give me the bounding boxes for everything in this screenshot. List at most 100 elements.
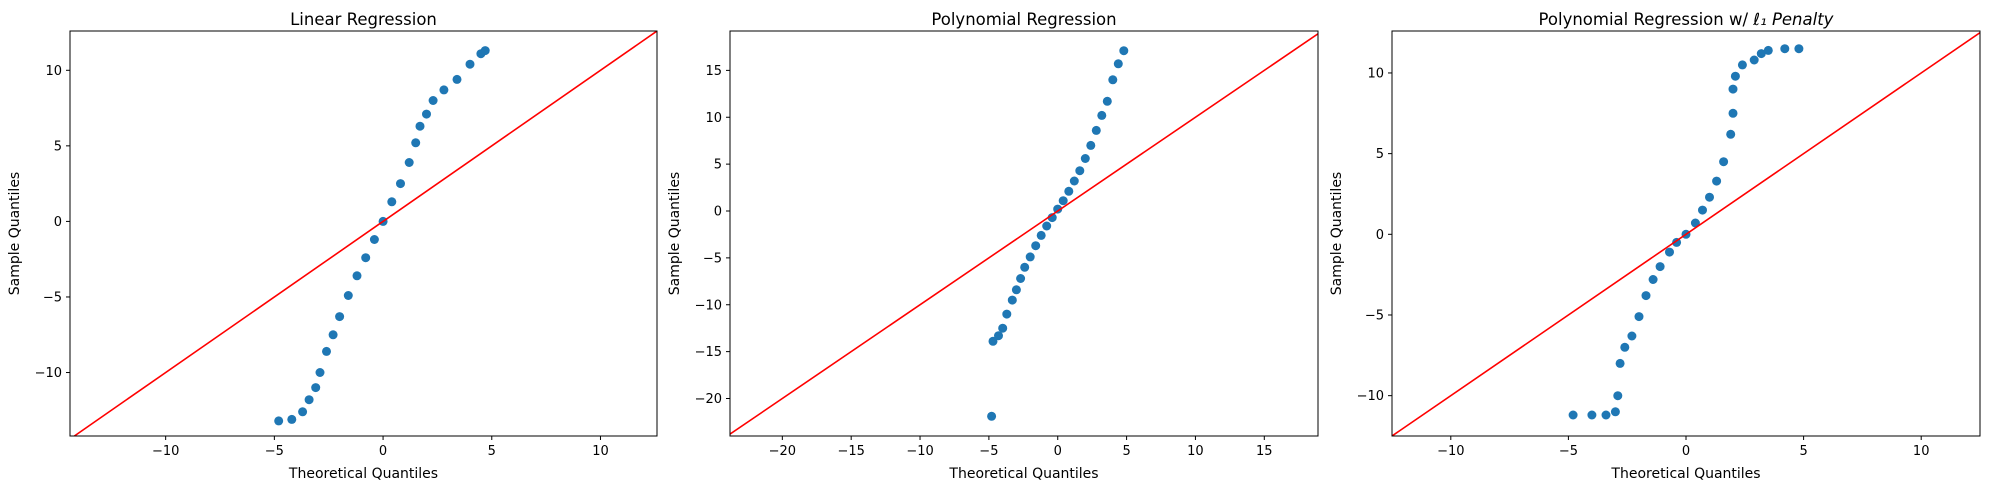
data-point xyxy=(1726,129,1736,139)
data-point xyxy=(998,323,1008,333)
data-point xyxy=(311,383,321,393)
y-tick-label: 5 xyxy=(54,139,62,154)
data-point xyxy=(415,121,425,131)
polynomial-l1-regression-y-axis-label: Sample Quantiles xyxy=(1329,172,1345,295)
data-point xyxy=(1016,274,1026,283)
data-point xyxy=(994,331,1003,341)
x-tick-label: −20 xyxy=(769,444,796,459)
linear-regression-axes-frame xyxy=(69,30,658,437)
x-tick-label: 10 xyxy=(592,444,609,459)
y-tick-label: −5 xyxy=(1365,308,1384,323)
data-point xyxy=(1665,247,1674,257)
data-point xyxy=(1053,204,1063,214)
data-point xyxy=(1075,166,1085,176)
data-point xyxy=(1069,176,1079,186)
data-point xyxy=(352,271,362,281)
data-point xyxy=(1712,176,1722,186)
data-point xyxy=(1086,140,1096,150)
x-tick-label: 0 xyxy=(379,444,387,459)
data-point xyxy=(1601,410,1611,420)
linear-regression-panel: −10 −5 0 5 10 −10 −5 0 5 10 Theoretical Quantiles S… xyxy=(7,10,658,482)
x-tick-label: −10 xyxy=(906,444,933,459)
data-point xyxy=(1690,218,1700,228)
x-tick-label: 5 xyxy=(1799,444,1807,459)
polynomial-l1-regression-title: Polynomial Regression w/ ℓ₁ Penalty xyxy=(1539,10,1834,29)
x-tick-label: 0 xyxy=(1682,444,1690,459)
x-tick-label: −15 xyxy=(837,444,864,459)
data-point xyxy=(1620,342,1630,352)
data-point xyxy=(404,158,414,167)
data-point xyxy=(1728,108,1738,118)
polynomial-regression-reference-line xyxy=(730,33,1318,435)
y-tick-label: −5 xyxy=(43,290,62,305)
y-tick-label: −20 xyxy=(695,392,722,407)
y-tick-label: −15 xyxy=(695,345,722,360)
data-point xyxy=(1097,110,1107,120)
data-point xyxy=(1025,252,1035,262)
data-point xyxy=(1763,45,1773,55)
data-point xyxy=(1002,309,1012,319)
data-point xyxy=(1108,75,1118,85)
polynomial-l1-regression-points xyxy=(1568,44,1804,420)
x-tick-label: −5 xyxy=(1559,444,1578,459)
data-point xyxy=(361,253,371,263)
x-tick-label: −5 xyxy=(979,444,998,459)
data-point xyxy=(1058,196,1068,206)
linear-regression-x-axis-label: Theoretical Quantiles xyxy=(288,466,438,482)
polynomial-regression-panel: −20 −15 −10 −5 0 5 10 15 −20 −15 −10 −5 0 5 10 15 Theore… xyxy=(667,10,1319,482)
linear-regression-reference-line xyxy=(73,31,657,436)
data-point xyxy=(1036,230,1046,240)
data-point xyxy=(987,411,997,421)
data-point xyxy=(1568,410,1578,420)
x-tick-label: 0 xyxy=(1054,444,1062,459)
data-point xyxy=(1031,241,1041,251)
data-point xyxy=(1080,154,1090,163)
x-tick-label: 5 xyxy=(488,444,496,459)
data-point xyxy=(298,407,308,417)
y-tick-label: 10 xyxy=(45,64,62,79)
data-point xyxy=(1627,331,1637,341)
data-point xyxy=(1648,275,1658,284)
data-point xyxy=(1042,221,1052,231)
data-point xyxy=(480,46,490,56)
data-point xyxy=(335,312,345,322)
data-point xyxy=(1007,295,1017,305)
y-tick-label: −10 xyxy=(695,298,722,313)
data-point xyxy=(1615,358,1625,368)
data-point xyxy=(1705,192,1714,202)
polynomial-l1-regression-x-axis-label: Theoretical Quantiles xyxy=(1610,466,1760,482)
data-point xyxy=(411,138,421,148)
data-point xyxy=(1610,407,1620,417)
data-point xyxy=(439,85,449,95)
polynomial-regression-y-axis-label: Sample Quantiles xyxy=(667,172,683,295)
data-point xyxy=(1091,125,1101,135)
data-point xyxy=(1641,291,1651,301)
x-tick-label: 10 xyxy=(1913,444,1930,459)
y-tick-label: 5 xyxy=(714,158,722,173)
y-tick-label: 0 xyxy=(714,205,722,220)
data-point xyxy=(1587,410,1597,420)
data-point xyxy=(1749,55,1759,65)
linear-regression-title: Linear Regression xyxy=(290,10,437,29)
polynomial-l1-regression-reference-line xyxy=(1392,31,1980,436)
polynomial-regression-title: Polynomial Regression xyxy=(931,10,1116,29)
linear-regression-y-axis-label: Sample Quantiles xyxy=(7,172,23,295)
x-tick-label: −10 xyxy=(152,444,179,459)
y-tick-label: 5 xyxy=(1376,147,1384,162)
x-tick-label: 5 xyxy=(1122,444,1130,459)
data-point xyxy=(452,74,462,84)
y-tick-label: 10 xyxy=(1367,66,1384,81)
data-point xyxy=(328,330,338,340)
data-point xyxy=(428,96,438,105)
data-point xyxy=(1119,46,1129,56)
data-point xyxy=(387,197,397,207)
y-tick-label: 15 xyxy=(705,64,722,79)
data-point xyxy=(1634,312,1644,322)
data-point xyxy=(1655,262,1665,272)
data-point xyxy=(1780,44,1790,54)
data-point xyxy=(1102,96,1112,106)
y-tick-label: 0 xyxy=(54,215,62,230)
x-tick-label: 10 xyxy=(1187,444,1204,459)
polynomial-regression-x-axis-label: Theoretical Quantiles xyxy=(948,466,1098,482)
